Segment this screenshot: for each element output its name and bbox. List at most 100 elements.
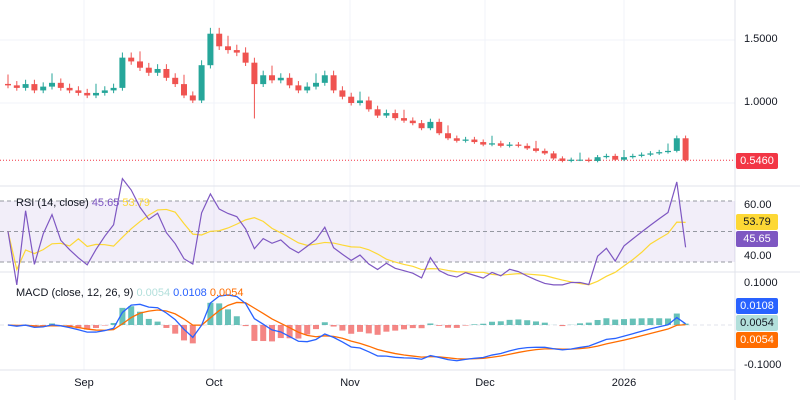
candle-body (189, 95, 196, 101)
x-label: Nov (340, 377, 360, 389)
candle-body (594, 157, 601, 161)
candle-body (207, 33, 214, 66)
macd-histogram-bar (154, 321, 161, 325)
macd-histogram-bar (603, 318, 610, 325)
macd-histogram-bar (577, 323, 583, 325)
candle-body (418, 123, 425, 129)
candle-body (568, 159, 575, 161)
macd-histogram-bar (489, 321, 495, 325)
candle-body (515, 144, 522, 146)
macd-histogram-bar (339, 325, 346, 331)
macd-value-tag: 0.0108 (736, 298, 778, 314)
rsi-pane (0, 177, 735, 286)
macd-histogram-bar (462, 325, 469, 326)
macd-histogram-bar (638, 318, 645, 325)
macd-histogram-bar (621, 319, 627, 325)
macd-histogram-bar (673, 313, 680, 325)
candle-body (621, 157, 627, 160)
candle-body (57, 82, 64, 88)
macd-histogram-bar (242, 325, 249, 327)
candle-body (330, 75, 337, 91)
candle-body (541, 150, 548, 154)
macd-histogram-bar (409, 325, 416, 329)
candle-body (682, 138, 689, 161)
candle-body (427, 121, 434, 129)
price-tick: 1.5000 (744, 33, 778, 45)
macd-tick: 0.1000 (744, 277, 778, 289)
candle-body (533, 148, 539, 151)
macd-histogram-bar (321, 322, 328, 325)
macd-histogram-bar (304, 325, 311, 335)
candle-body (656, 152, 663, 154)
candle-body (673, 138, 680, 151)
macd-histogram-bar (418, 325, 425, 329)
macd-histogram-bar (110, 322, 117, 325)
macd-histogram-bar (612, 319, 619, 325)
candle-body (75, 90, 82, 93)
candle-body (489, 143, 495, 145)
candle-body (181, 84, 187, 96)
candle-body (163, 68, 170, 78)
candle-body (295, 85, 302, 91)
macd-histogram-bar (286, 325, 293, 339)
macd-histogram-bar (533, 321, 539, 325)
candle-body (339, 90, 346, 97)
macd-histogram-bar (383, 325, 390, 332)
macd-histogram-bar (357, 325, 363, 332)
macd-histogram-bar (629, 318, 636, 325)
macd-histogram-bar (145, 318, 152, 325)
candle-body (313, 82, 319, 87)
candle-body (93, 92, 99, 96)
candle-body (348, 96, 355, 103)
macd-histogram-bar (163, 325, 170, 328)
macd-histogram-bar (93, 325, 99, 329)
macd-histogram-bar (374, 325, 381, 335)
candle-body (629, 155, 636, 158)
macd-histogram-bar (40, 325, 47, 326)
candle-body (172, 77, 179, 85)
macd-histogram-bar (251, 325, 258, 341)
candle-body (119, 57, 126, 88)
macd-histogram-bar (392, 325, 399, 331)
current-price-tag: 0.5460 (736, 153, 778, 169)
macd-histogram-bar (189, 325, 196, 344)
macd-histogram-bar (656, 318, 663, 325)
macd-histogram-bar (559, 325, 566, 327)
candle-body (409, 120, 416, 124)
macd-histogram-bar (647, 318, 654, 325)
candle-body (365, 100, 372, 110)
macd-histogram-bar (480, 323, 487, 325)
x-label: 2026 (611, 377, 637, 389)
candle-body (497, 143, 504, 146)
candle-body (277, 77, 284, 81)
macd-histogram-bar (365, 325, 372, 334)
macd-histogram-bar (225, 309, 231, 325)
macd-histogram-bar (260, 325, 267, 342)
x-label: Sep (74, 377, 94, 389)
candle-body (233, 50, 240, 53)
candle-body (13, 85, 20, 88)
candle-body (286, 77, 293, 86)
macd-histogram-bar (682, 323, 689, 325)
macd-histogram-bar (515, 319, 522, 325)
candle-body (31, 84, 38, 91)
candle-body (445, 133, 451, 139)
macd-histogram-bar (348, 325, 355, 334)
macd-tick: -0.1000 (744, 359, 782, 371)
candle-body (665, 150, 671, 153)
macd-histogram-bar (524, 320, 531, 325)
macd-histogram-bar (84, 325, 91, 330)
rsi-tick: 40.00 (744, 250, 772, 262)
macd-histogram-bar (119, 307, 126, 325)
candle-body (5, 83, 11, 86)
macd-histogram-bar (401, 325, 407, 330)
rsi-legend: RSI (14, close) 45.65 53.79 (16, 197, 150, 209)
macd-histogram-bar (75, 325, 82, 329)
candle-body (154, 68, 161, 73)
rsi-line (7, 177, 687, 286)
candle-body (374, 109, 381, 116)
macd-line (7, 294, 686, 362)
candle-body (401, 118, 407, 121)
candle-body (506, 144, 513, 146)
